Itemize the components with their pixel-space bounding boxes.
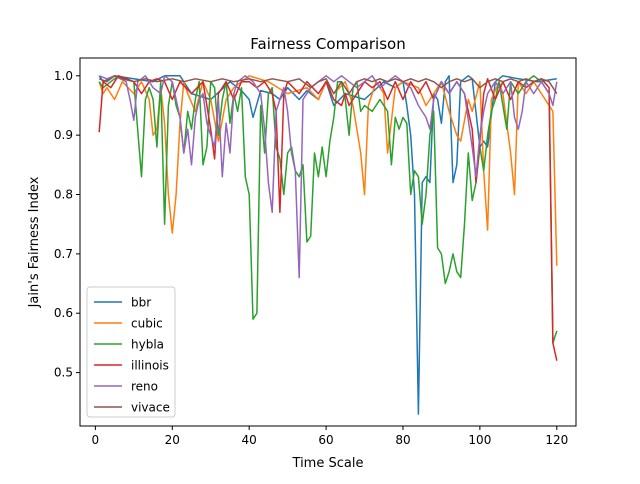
series-line-vivace [98,75,558,95]
legend: bbr cubic hybla illinois reno vivace [86,286,176,418]
y-tick-label: 0.8 [54,188,73,202]
series-line-cubic [98,75,558,266]
legend-label-vivace: vivace [131,401,170,415]
series-line-hybla [98,75,558,344]
legend-label-bbr: bbr [131,296,151,310]
x-tick-label: 60 [318,433,333,447]
legend-label-illinois: illinois [131,359,169,373]
chart-title: Fairness Comparison [250,35,405,53]
legend-box [86,286,176,418]
x-tick-label: 120 [545,433,568,447]
y-tick-label: 0.6 [54,306,73,320]
x-tick-label: 0 [92,433,100,447]
x-tick-label: 80 [395,433,410,447]
y-tick-label: 0.9 [54,128,73,142]
x-axis-label: Time Scale [292,456,364,471]
legend-label-reno: reno [131,380,158,394]
y-tick-label: 1.0 [54,69,73,83]
plot-frame [79,57,577,427]
x-tick-label: 40 [242,433,257,447]
x-tick-label: 100 [468,433,491,447]
y-tick-label: 0.5 [54,366,73,380]
x-tick-label: 20 [165,433,180,447]
legend-label-cubic: cubic [131,317,163,331]
plot-lines [98,75,558,415]
legend-label-hybla: hybla [131,338,164,352]
series-line-illinois [98,75,558,361]
series-line-reno [98,75,558,279]
y-axis: 0.5 0.6 0.7 0.8 0.9 1.0 [54,69,80,380]
y-tick-label: 0.7 [54,247,73,261]
x-axis: 0 20 40 60 80 100 120 [92,426,568,447]
y-axis-label: Jain's Fairness Index [27,176,42,308]
